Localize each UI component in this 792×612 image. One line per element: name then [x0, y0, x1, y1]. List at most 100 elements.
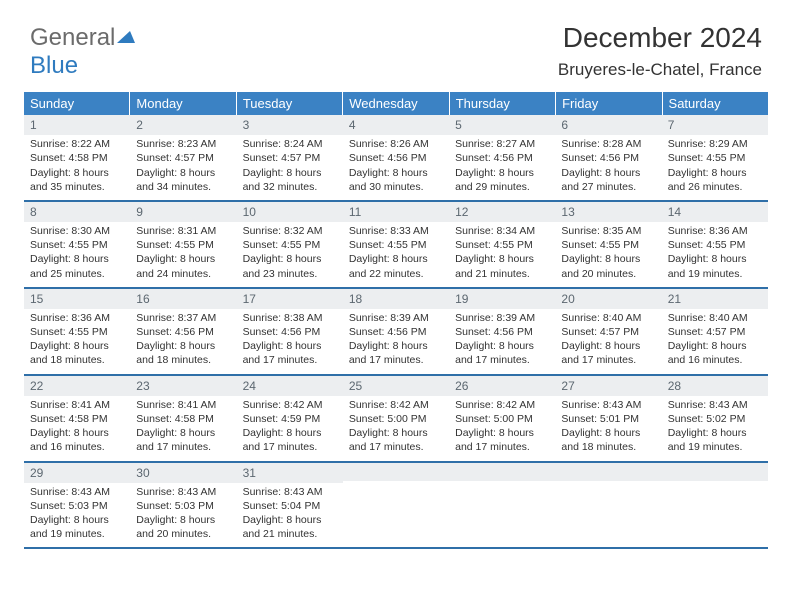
calendar-day-cell: 16Sunrise: 8:37 AMSunset: 4:56 PMDayligh…: [130, 289, 236, 374]
sunset-line: Sunset: 4:55 PM: [30, 325, 124, 339]
sunset-line: Sunset: 4:58 PM: [30, 151, 124, 165]
sunset-line: Sunset: 4:57 PM: [561, 325, 655, 339]
day-number: 26: [449, 376, 555, 396]
daylight-line: Daylight: 8 hours and 17 minutes.: [136, 426, 230, 454]
day-number: 20: [555, 289, 661, 309]
daylight-line: Daylight: 8 hours and 25 minutes.: [30, 252, 124, 280]
logo-text-1: General: [30, 24, 115, 51]
daylight-line: Daylight: 8 hours and 32 minutes.: [243, 166, 337, 194]
day-number: 29: [24, 463, 130, 483]
sunrise-line: Sunrise: 8:43 AM: [30, 485, 124, 499]
calendar-day-cell: 25Sunrise: 8:42 AMSunset: 5:00 PMDayligh…: [343, 376, 449, 461]
day-body: Sunrise: 8:22 AMSunset: 4:58 PMDaylight:…: [24, 137, 130, 194]
sunset-line: Sunset: 4:56 PM: [243, 325, 337, 339]
sunrise-line: Sunrise: 8:30 AM: [30, 224, 124, 238]
day-body: Sunrise: 8:41 AMSunset: 4:58 PMDaylight:…: [130, 398, 236, 455]
sunrise-line: Sunrise: 8:42 AM: [243, 398, 337, 412]
daylight-line: Daylight: 8 hours and 17 minutes.: [243, 426, 337, 454]
sunset-line: Sunset: 4:59 PM: [243, 412, 337, 426]
calendar-day-cell: [662, 463, 768, 548]
day-body: Sunrise: 8:42 AMSunset: 4:59 PMDaylight:…: [237, 398, 343, 455]
calendar-week-row: 8Sunrise: 8:30 AMSunset: 4:55 PMDaylight…: [24, 202, 768, 289]
calendar-day-cell: 23Sunrise: 8:41 AMSunset: 4:58 PMDayligh…: [130, 376, 236, 461]
sunset-line: Sunset: 4:56 PM: [349, 325, 443, 339]
day-body: Sunrise: 8:37 AMSunset: 4:56 PMDaylight:…: [130, 311, 236, 368]
sunset-line: Sunset: 4:56 PM: [349, 151, 443, 165]
sunset-line: Sunset: 4:57 PM: [668, 325, 762, 339]
day-number: 17: [237, 289, 343, 309]
sunrise-line: Sunrise: 8:40 AM: [561, 311, 655, 325]
daylight-line: Daylight: 8 hours and 34 minutes.: [136, 166, 230, 194]
sunrise-line: Sunrise: 8:28 AM: [561, 137, 655, 151]
calendar-header-cell: Friday: [556, 92, 662, 115]
sunset-line: Sunset: 4:55 PM: [349, 238, 443, 252]
sunset-line: Sunset: 4:55 PM: [30, 238, 124, 252]
calendar-day-cell: 18Sunrise: 8:39 AMSunset: 4:56 PMDayligh…: [343, 289, 449, 374]
day-body: Sunrise: 8:39 AMSunset: 4:56 PMDaylight:…: [343, 311, 449, 368]
day-number: 8: [24, 202, 130, 222]
day-body: Sunrise: 8:26 AMSunset: 4:56 PMDaylight:…: [343, 137, 449, 194]
day-body: Sunrise: 8:43 AMSunset: 5:03 PMDaylight:…: [24, 485, 130, 542]
day-number: 30: [130, 463, 236, 483]
day-body: Sunrise: 8:39 AMSunset: 4:56 PMDaylight:…: [449, 311, 555, 368]
daylight-line: Daylight: 8 hours and 17 minutes.: [349, 339, 443, 367]
sunrise-line: Sunrise: 8:41 AM: [136, 398, 230, 412]
daylight-line: Daylight: 8 hours and 19 minutes.: [30, 513, 124, 541]
day-body: Sunrise: 8:27 AMSunset: 4:56 PMDaylight:…: [449, 137, 555, 194]
calendar-day-cell: [449, 463, 555, 548]
calendar-day-cell: 31Sunrise: 8:43 AMSunset: 5:04 PMDayligh…: [237, 463, 343, 548]
day-number: 13: [555, 202, 661, 222]
sunset-line: Sunset: 5:00 PM: [349, 412, 443, 426]
day-number: 6: [555, 115, 661, 135]
sunset-line: Sunset: 4:55 PM: [668, 151, 762, 165]
calendar-day-cell: 11Sunrise: 8:33 AMSunset: 4:55 PMDayligh…: [343, 202, 449, 287]
calendar-day-cell: [555, 463, 661, 548]
day-number: 22: [24, 376, 130, 396]
day-body: Sunrise: 8:43 AMSunset: 5:03 PMDaylight:…: [130, 485, 236, 542]
day-number: 7: [662, 115, 768, 135]
sunrise-line: Sunrise: 8:36 AM: [668, 224, 762, 238]
day-body: Sunrise: 8:34 AMSunset: 4:55 PMDaylight:…: [449, 224, 555, 281]
day-number: 21: [662, 289, 768, 309]
daylight-line: Daylight: 8 hours and 23 minutes.: [243, 252, 337, 280]
calendar-week-row: 1Sunrise: 8:22 AMSunset: 4:58 PMDaylight…: [24, 115, 768, 202]
calendar-day-cell: 14Sunrise: 8:36 AMSunset: 4:55 PMDayligh…: [662, 202, 768, 287]
calendar-week-row: 15Sunrise: 8:36 AMSunset: 4:55 PMDayligh…: [24, 289, 768, 376]
day-number: 9: [130, 202, 236, 222]
day-body: Sunrise: 8:23 AMSunset: 4:57 PMDaylight:…: [130, 137, 236, 194]
daylight-line: Daylight: 8 hours and 19 minutes.: [668, 252, 762, 280]
day-number: 31: [237, 463, 343, 483]
sunset-line: Sunset: 4:55 PM: [455, 238, 549, 252]
day-number: 14: [662, 202, 768, 222]
sunset-line: Sunset: 5:04 PM: [243, 499, 337, 513]
day-number: 27: [555, 376, 661, 396]
sunrise-line: Sunrise: 8:36 AM: [30, 311, 124, 325]
sunrise-line: Sunrise: 8:32 AM: [243, 224, 337, 238]
day-number: 18: [343, 289, 449, 309]
day-body: Sunrise: 8:35 AMSunset: 4:55 PMDaylight:…: [555, 224, 661, 281]
day-number: 28: [662, 376, 768, 396]
sunset-line: Sunset: 4:56 PM: [455, 151, 549, 165]
day-number: [449, 463, 555, 481]
day-body: Sunrise: 8:28 AMSunset: 4:56 PMDaylight:…: [555, 137, 661, 194]
calendar-day-cell: 7Sunrise: 8:29 AMSunset: 4:55 PMDaylight…: [662, 115, 768, 200]
sunset-line: Sunset: 4:55 PM: [561, 238, 655, 252]
calendar-day-cell: 15Sunrise: 8:36 AMSunset: 4:55 PMDayligh…: [24, 289, 130, 374]
sunrise-line: Sunrise: 8:26 AM: [349, 137, 443, 151]
day-body: Sunrise: 8:40 AMSunset: 4:57 PMDaylight:…: [555, 311, 661, 368]
day-number: 10: [237, 202, 343, 222]
day-body: Sunrise: 8:29 AMSunset: 4:55 PMDaylight:…: [662, 137, 768, 194]
day-body: Sunrise: 8:43 AMSunset: 5:01 PMDaylight:…: [555, 398, 661, 455]
sunrise-line: Sunrise: 8:42 AM: [455, 398, 549, 412]
sunset-line: Sunset: 5:03 PM: [136, 499, 230, 513]
calendar-day-cell: 9Sunrise: 8:31 AMSunset: 4:55 PMDaylight…: [130, 202, 236, 287]
daylight-line: Daylight: 8 hours and 24 minutes.: [136, 252, 230, 280]
calendar-header-cell: Tuesday: [237, 92, 343, 115]
calendar-day-cell: 20Sunrise: 8:40 AMSunset: 4:57 PMDayligh…: [555, 289, 661, 374]
sunrise-line: Sunrise: 8:33 AM: [349, 224, 443, 238]
day-number: 11: [343, 202, 449, 222]
day-number: 1: [24, 115, 130, 135]
calendar-day-cell: 22Sunrise: 8:41 AMSunset: 4:58 PMDayligh…: [24, 376, 130, 461]
calendar-day-cell: 29Sunrise: 8:43 AMSunset: 5:03 PMDayligh…: [24, 463, 130, 548]
calendar-day-cell: 8 Sunrise: 8:30 AMSunset: 4:55 PMDaylight…: [24, 202, 130, 287]
